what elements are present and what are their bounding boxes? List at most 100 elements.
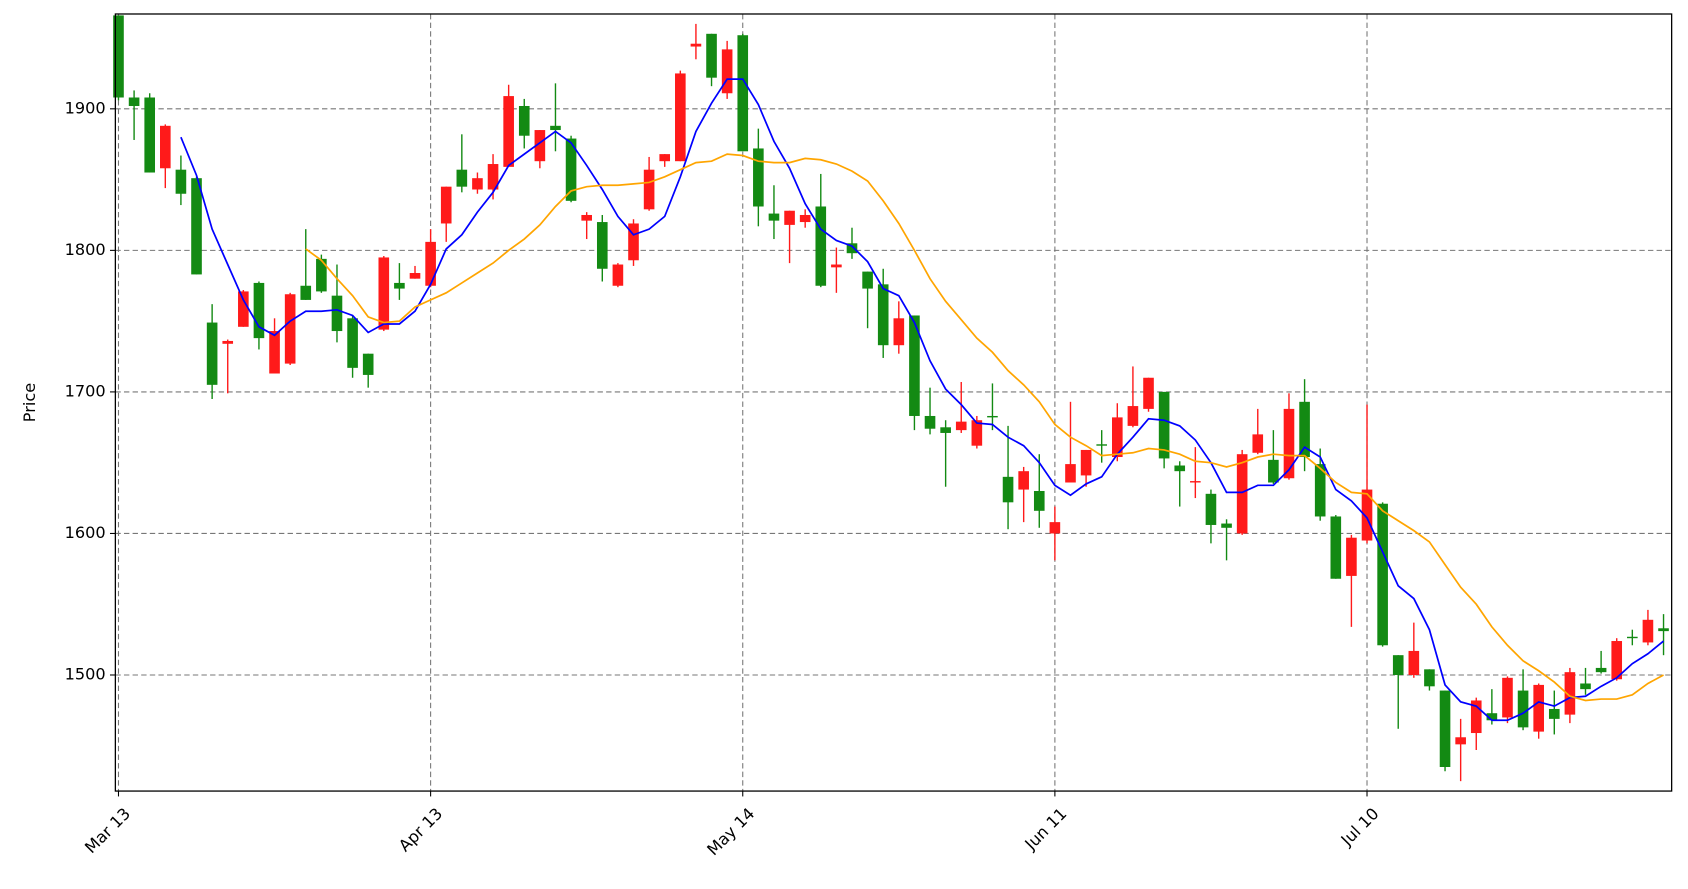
candle-body bbox=[706, 33, 717, 78]
candle-body bbox=[1455, 737, 1466, 745]
candle-body bbox=[331, 295, 343, 332]
x-tick-label: Jul 10 bbox=[1337, 804, 1383, 850]
candle-body bbox=[1127, 406, 1139, 426]
candle-body bbox=[394, 282, 405, 289]
candle-body bbox=[1158, 391, 1170, 459]
candle-body bbox=[191, 178, 202, 275]
candle-body bbox=[1548, 708, 1560, 719]
candle-body bbox=[1392, 655, 1404, 675]
candle-body bbox=[799, 214, 811, 223]
candle-body bbox=[487, 164, 499, 190]
moving-average-line bbox=[180, 78, 1665, 722]
candle-body bbox=[1564, 672, 1576, 715]
y-axis-label: Price bbox=[20, 383, 39, 422]
candle-body bbox=[362, 353, 374, 375]
candle-body bbox=[1580, 683, 1591, 690]
x-tick-label: Apr 13 bbox=[395, 804, 446, 855]
candle-body bbox=[1517, 690, 1529, 728]
candle-body bbox=[518, 105, 530, 136]
candle-body bbox=[1361, 489, 1373, 541]
candle-body bbox=[1486, 713, 1498, 721]
candle-body bbox=[1221, 523, 1232, 528]
candle-body bbox=[1470, 700, 1482, 734]
candle-body bbox=[238, 291, 249, 327]
candle-body bbox=[378, 257, 390, 330]
candle-body bbox=[1627, 636, 1638, 639]
candle-body bbox=[1174, 465, 1186, 472]
candle-body bbox=[768, 213, 780, 221]
candle-body bbox=[1658, 628, 1669, 632]
candle-body bbox=[643, 169, 655, 210]
candle-body bbox=[347, 318, 358, 368]
candle-body bbox=[1018, 471, 1029, 490]
candle-body bbox=[206, 322, 218, 385]
candle-body bbox=[222, 340, 234, 344]
candle-body bbox=[1190, 481, 1201, 483]
candle-body bbox=[284, 294, 296, 364]
candle-body bbox=[753, 148, 764, 207]
candle-body bbox=[612, 264, 624, 286]
candle-body bbox=[877, 284, 889, 346]
candle-body bbox=[1439, 690, 1451, 767]
candle-body bbox=[409, 273, 421, 279]
candle-body bbox=[1299, 401, 1310, 458]
candle-body bbox=[659, 154, 671, 162]
candle-body bbox=[472, 178, 483, 190]
candle-body bbox=[1377, 503, 1388, 646]
candle-body bbox=[253, 282, 265, 339]
candle-body bbox=[1080, 449, 1092, 476]
candle-body bbox=[987, 415, 998, 418]
moving-average-line bbox=[305, 153, 1664, 702]
candle-body bbox=[846, 243, 858, 254]
candle-body bbox=[831, 264, 842, 268]
candle-body bbox=[1408, 650, 1420, 675]
x-tick-label: Jun 11 bbox=[1020, 804, 1070, 854]
candle-body bbox=[565, 138, 577, 201]
plot-frame bbox=[114, 13, 1673, 792]
candle-body bbox=[675, 73, 686, 162]
candle-body bbox=[440, 186, 452, 224]
candle-body bbox=[1002, 476, 1014, 503]
y-tick-label: 1500 bbox=[65, 664, 106, 683]
candle-body bbox=[690, 43, 702, 47]
candle-body bbox=[955, 421, 967, 431]
candle-body bbox=[316, 258, 327, 292]
candle-body bbox=[550, 125, 561, 131]
candle-body bbox=[1236, 454, 1248, 534]
candle-body bbox=[1642, 619, 1654, 643]
candle-body bbox=[425, 241, 436, 286]
candle-body bbox=[721, 49, 733, 94]
y-tick-label: 1700 bbox=[65, 381, 106, 400]
y-tick-label: 1600 bbox=[65, 523, 106, 542]
candle-body bbox=[1595, 667, 1607, 673]
y-tick-label: 1800 bbox=[65, 240, 106, 259]
candle-body bbox=[1096, 444, 1108, 446]
x-tick-label: Mar 13 bbox=[81, 804, 134, 857]
candle-body bbox=[924, 415, 936, 429]
candle-body bbox=[581, 214, 592, 221]
candle-body bbox=[144, 97, 156, 173]
candle-body bbox=[503, 96, 514, 167]
candle-body bbox=[1049, 522, 1061, 534]
candle-body bbox=[784, 210, 795, 225]
candle-body bbox=[940, 427, 951, 433]
candle-body bbox=[113, 15, 124, 98]
candle-body bbox=[300, 285, 312, 300]
candle-body bbox=[128, 97, 140, 106]
candle-body bbox=[1533, 684, 1544, 732]
candle-body bbox=[1314, 464, 1326, 517]
candle-body bbox=[534, 130, 546, 162]
candle-body bbox=[269, 331, 280, 374]
candle-body bbox=[1283, 408, 1295, 479]
candle-body bbox=[596, 222, 608, 269]
candle-body bbox=[815, 206, 827, 286]
candle-body bbox=[628, 223, 639, 261]
candle-body bbox=[1033, 490, 1045, 511]
candle-body bbox=[1346, 537, 1357, 576]
y-tick-label: 1900 bbox=[65, 98, 106, 117]
candle-body bbox=[862, 271, 873, 289]
x-tick-label: May 14 bbox=[703, 804, 758, 859]
candle-body bbox=[1502, 677, 1513, 718]
candle-body bbox=[1252, 434, 1264, 453]
